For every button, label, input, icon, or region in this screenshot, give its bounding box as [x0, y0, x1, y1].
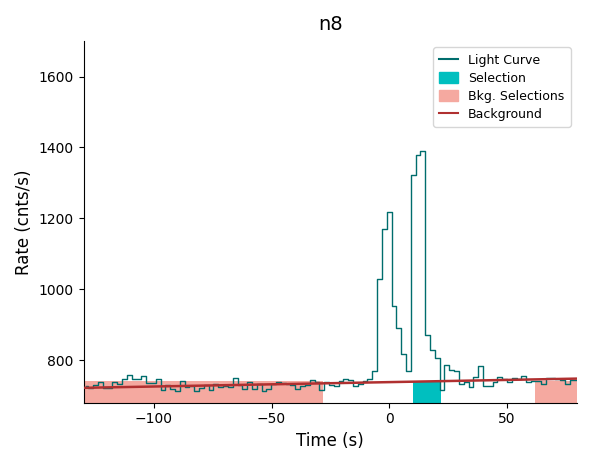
Title: n8: n8: [318, 15, 343, 34]
Legend: Light Curve, Selection, Bkg. Selections, Background: Light Curve, Selection, Bkg. Selections,…: [433, 47, 571, 127]
Y-axis label: Rate (cnts/s): Rate (cnts/s): [15, 169, 33, 275]
X-axis label: Time (s): Time (s): [297, 432, 364, 450]
